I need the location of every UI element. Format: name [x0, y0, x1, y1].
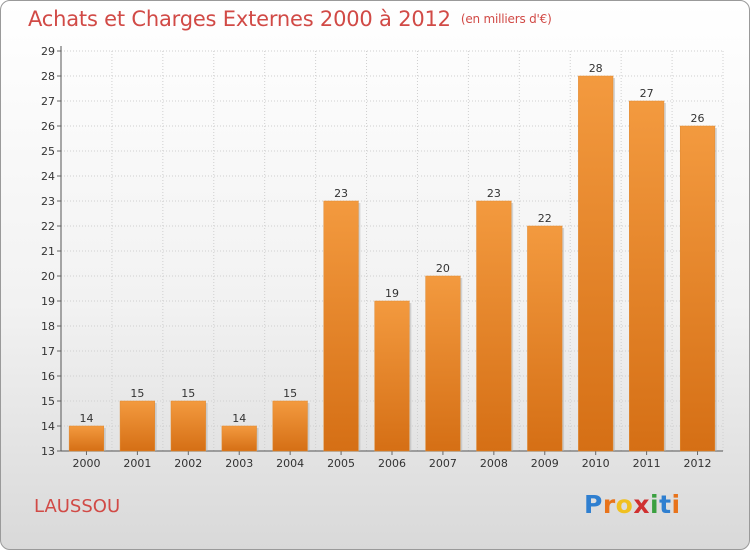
x-tick-label: 2007	[429, 457, 457, 470]
data-label: 15	[181, 387, 195, 400]
bar	[578, 75, 614, 452]
bar	[679, 125, 716, 452]
logo-letter: i	[650, 490, 660, 519]
bar	[323, 200, 359, 452]
x-tick-label: 2008	[480, 457, 508, 470]
bar	[221, 425, 257, 452]
logo-letter: r	[602, 490, 616, 519]
y-tick-label: 28	[41, 70, 55, 83]
y-tick-label: 25	[41, 145, 55, 158]
bar	[272, 400, 308, 452]
proxiti-logo: Proxiti	[584, 490, 681, 519]
y-tick-label: 19	[41, 295, 55, 308]
y-tick-label: 23	[41, 195, 55, 208]
bar	[170, 400, 206, 452]
logo-letter: o	[615, 490, 634, 519]
data-label: 20	[436, 262, 450, 275]
data-label: 27	[640, 87, 654, 100]
bar	[527, 225, 563, 452]
x-tick-label: 2012	[684, 457, 712, 470]
logo-letter: P	[584, 490, 603, 519]
y-tick-label: 26	[41, 120, 55, 133]
data-label: 28	[589, 62, 603, 75]
x-tick-label: 2010	[582, 457, 610, 470]
x-tick-label: 2003	[225, 457, 253, 470]
x-tick-label: 2006	[378, 457, 406, 470]
y-tick-label: 20	[41, 270, 55, 283]
data-label: 22	[538, 212, 552, 225]
y-tick-label: 13	[41, 445, 55, 458]
data-label: 19	[385, 287, 399, 300]
bar	[476, 200, 512, 452]
bar	[119, 400, 155, 452]
y-tick-label: 22	[41, 220, 55, 233]
logo-letter: i	[671, 490, 681, 519]
y-tick-label: 16	[41, 370, 55, 383]
y-tick-label: 18	[41, 320, 55, 333]
y-tick-label: 24	[41, 170, 55, 183]
data-label: 15	[130, 387, 144, 400]
logo-letter: t	[659, 490, 672, 519]
y-tick-label: 17	[41, 345, 55, 358]
chart-title-text: Achats et Charges Externes 2000 à 2012	[28, 7, 451, 31]
bar	[68, 425, 105, 452]
x-tick-label: 2000	[72, 457, 100, 470]
data-label: 14	[79, 412, 93, 425]
bar	[425, 275, 461, 452]
data-label: 26	[691, 112, 705, 125]
x-tick-label: 2011	[633, 457, 661, 470]
bar	[629, 100, 665, 452]
x-tick-label: 2009	[531, 457, 559, 470]
chart-unit: (en milliers d'€)	[460, 12, 552, 26]
commune-name: LAUSSOU	[34, 496, 121, 517]
x-tick-label: 2005	[327, 457, 355, 470]
x-tick-label: 2002	[174, 457, 202, 470]
y-tick-label: 15	[41, 395, 55, 408]
y-tick-label: 21	[41, 245, 55, 258]
y-tick-label: 14	[41, 420, 55, 433]
data-label: 23	[334, 187, 348, 200]
x-tick-label: 2004	[276, 457, 304, 470]
y-tick-label: 27	[41, 95, 55, 108]
data-label: 15	[283, 387, 297, 400]
logo-letter: x	[633, 490, 650, 519]
data-label: 14	[232, 412, 246, 425]
chart-title: Achats et Charges Externes 2000 à 2012 (e…	[28, 7, 552, 31]
x-tick-label: 2001	[123, 457, 151, 470]
data-label: 23	[487, 187, 501, 200]
y-tick-label: 29	[41, 45, 55, 58]
bar	[374, 300, 410, 452]
